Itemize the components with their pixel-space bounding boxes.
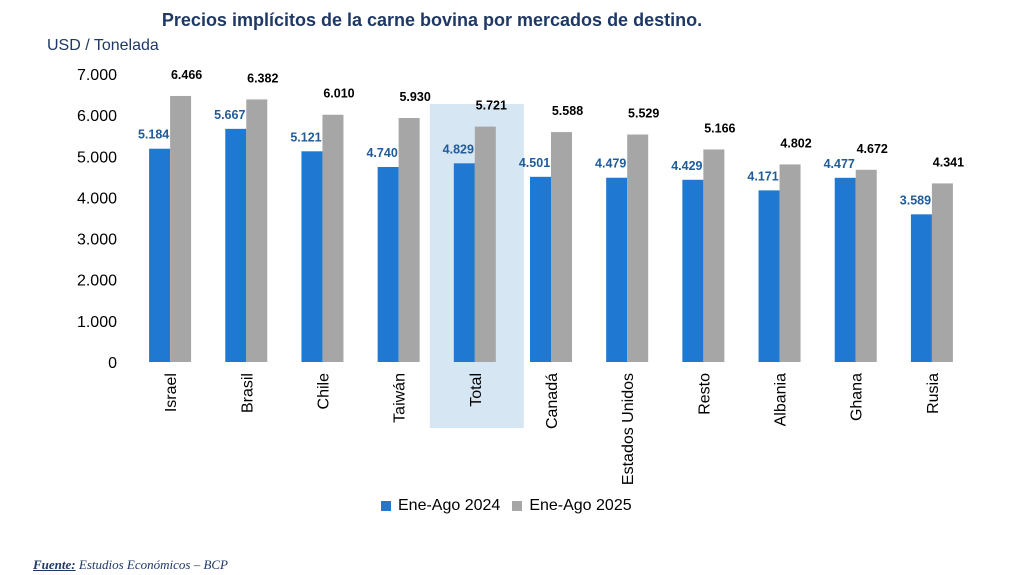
y-tick-label: 3.000 xyxy=(77,232,117,249)
source-label: Fuente: xyxy=(33,557,76,572)
bar-ghana-2025 xyxy=(855,169,877,362)
data-label-brasil-2025: 6.382 xyxy=(247,71,278,85)
bar-ghana-2024 xyxy=(834,177,856,362)
bar-chile-2025 xyxy=(322,114,344,362)
y-tick-label: 4.000 xyxy=(77,190,117,207)
bar-canadá-2025 xyxy=(551,132,572,362)
x-category-label-resto: Resto xyxy=(696,373,713,415)
y-tick-label: 2.000 xyxy=(77,273,117,290)
y-tick-label: 6.000 xyxy=(77,108,117,125)
chart-title: Precios implícitos de la carne bovina po… xyxy=(161,10,703,30)
data-label-chile-2024: 5.121 xyxy=(290,130,321,144)
data-label-estados-unidos-2024: 4.479 xyxy=(595,157,626,171)
bar-estados-unidos-2024 xyxy=(606,177,628,362)
data-label-ghana-2025: 4.672 xyxy=(857,142,888,156)
data-label-israel-2025: 6.466 xyxy=(171,68,202,82)
bar-albania-2025 xyxy=(779,164,801,362)
x-category-label-ghana: Ghana xyxy=(849,373,866,421)
bar-rusia-2024 xyxy=(910,214,932,362)
bar-brasil-2024 xyxy=(225,128,247,362)
bar-taiwán-2024 xyxy=(377,166,399,362)
y-tick-label: 1.000 xyxy=(77,314,117,331)
x-category-label-estados-unidos: Estados Unidos xyxy=(620,373,637,485)
bar-rusia-2025 xyxy=(931,183,953,362)
bar-albania-2024 xyxy=(758,190,780,362)
data-label-brasil-2024: 5.667 xyxy=(214,108,245,122)
legend-swatch-2024 xyxy=(381,501,391,511)
y-tick-label: 5.000 xyxy=(77,149,117,166)
x-category-label-israel: Israel xyxy=(163,373,180,412)
x-category-label-brasil: Brasil xyxy=(239,373,256,413)
y-tick-label: 0 xyxy=(108,355,117,372)
legend-item-2025: Ene-Ago 2025 xyxy=(512,497,632,515)
data-label-ghana-2024: 4.477 xyxy=(824,157,855,171)
x-category-label-rusia: Rusia xyxy=(925,373,942,414)
legend-swatch-2025 xyxy=(512,501,523,511)
data-label-taiwán-2025: 5.930 xyxy=(399,90,430,104)
x-category-label-taiwán: Taiwán xyxy=(392,373,409,423)
y-tick-label: 7.000 xyxy=(77,67,117,84)
bar-resto-2024 xyxy=(682,179,704,362)
bar-brasil-2025 xyxy=(246,99,268,363)
bar-canadá-2024 xyxy=(530,176,551,362)
data-label-resto-2025: 5.166 xyxy=(704,121,735,135)
data-label-taiwán-2024: 4.740 xyxy=(366,146,397,160)
x-category-label-albania: Albania xyxy=(773,373,790,426)
legend-item-2024: Ene-Ago 2024 xyxy=(381,497,500,515)
data-label-canadá-2025: 5.588 xyxy=(552,104,583,118)
bar-chile-2024 xyxy=(301,151,323,362)
bar-resto-2025 xyxy=(703,149,725,362)
data-label-israel-2024: 5.184 xyxy=(138,128,169,142)
data-label-chile-2025: 6.010 xyxy=(323,87,354,101)
data-label-total-2025: 5.721 xyxy=(476,99,507,113)
x-category-label-chile: Chile xyxy=(315,373,332,410)
source-note: Fuente: Estudios Económicos – BCP xyxy=(33,557,228,573)
bar-estados-unidos-2025 xyxy=(627,134,649,362)
source-text: Estudios Económicos – BCP xyxy=(78,557,229,572)
data-label-albania-2024: 4.171 xyxy=(747,169,778,183)
bar-total-2025 xyxy=(474,126,496,363)
data-label-canadá-2024: 4.501 xyxy=(519,156,550,170)
bar-israel-2024 xyxy=(149,148,171,362)
y-axis-unit-label: USD / Tonelada xyxy=(47,37,159,54)
data-label-total-2024: 4.829 xyxy=(443,142,474,156)
x-category-label-canadá: Canadá xyxy=(544,373,561,429)
bar-taiwán-2025 xyxy=(398,118,420,362)
x-category-label-total: Total xyxy=(468,373,485,407)
bar-israel-2025 xyxy=(170,95,192,363)
data-label-rusia-2025: 4.341 xyxy=(933,155,964,169)
legend-label-2025: Ene-Ago 2025 xyxy=(529,497,632,514)
bar-total-2024 xyxy=(453,163,475,362)
data-label-estados-unidos-2025: 5.529 xyxy=(628,107,659,121)
data-label-rusia-2024: 3.589 xyxy=(900,193,931,207)
legend-label-2024: Ene-Ago 2024 xyxy=(398,497,501,514)
data-label-albania-2025: 4.802 xyxy=(780,136,811,150)
legend: Ene-Ago 2024 Ene-Ago 2025 xyxy=(381,497,644,515)
data-label-resto-2024: 4.429 xyxy=(671,159,702,173)
